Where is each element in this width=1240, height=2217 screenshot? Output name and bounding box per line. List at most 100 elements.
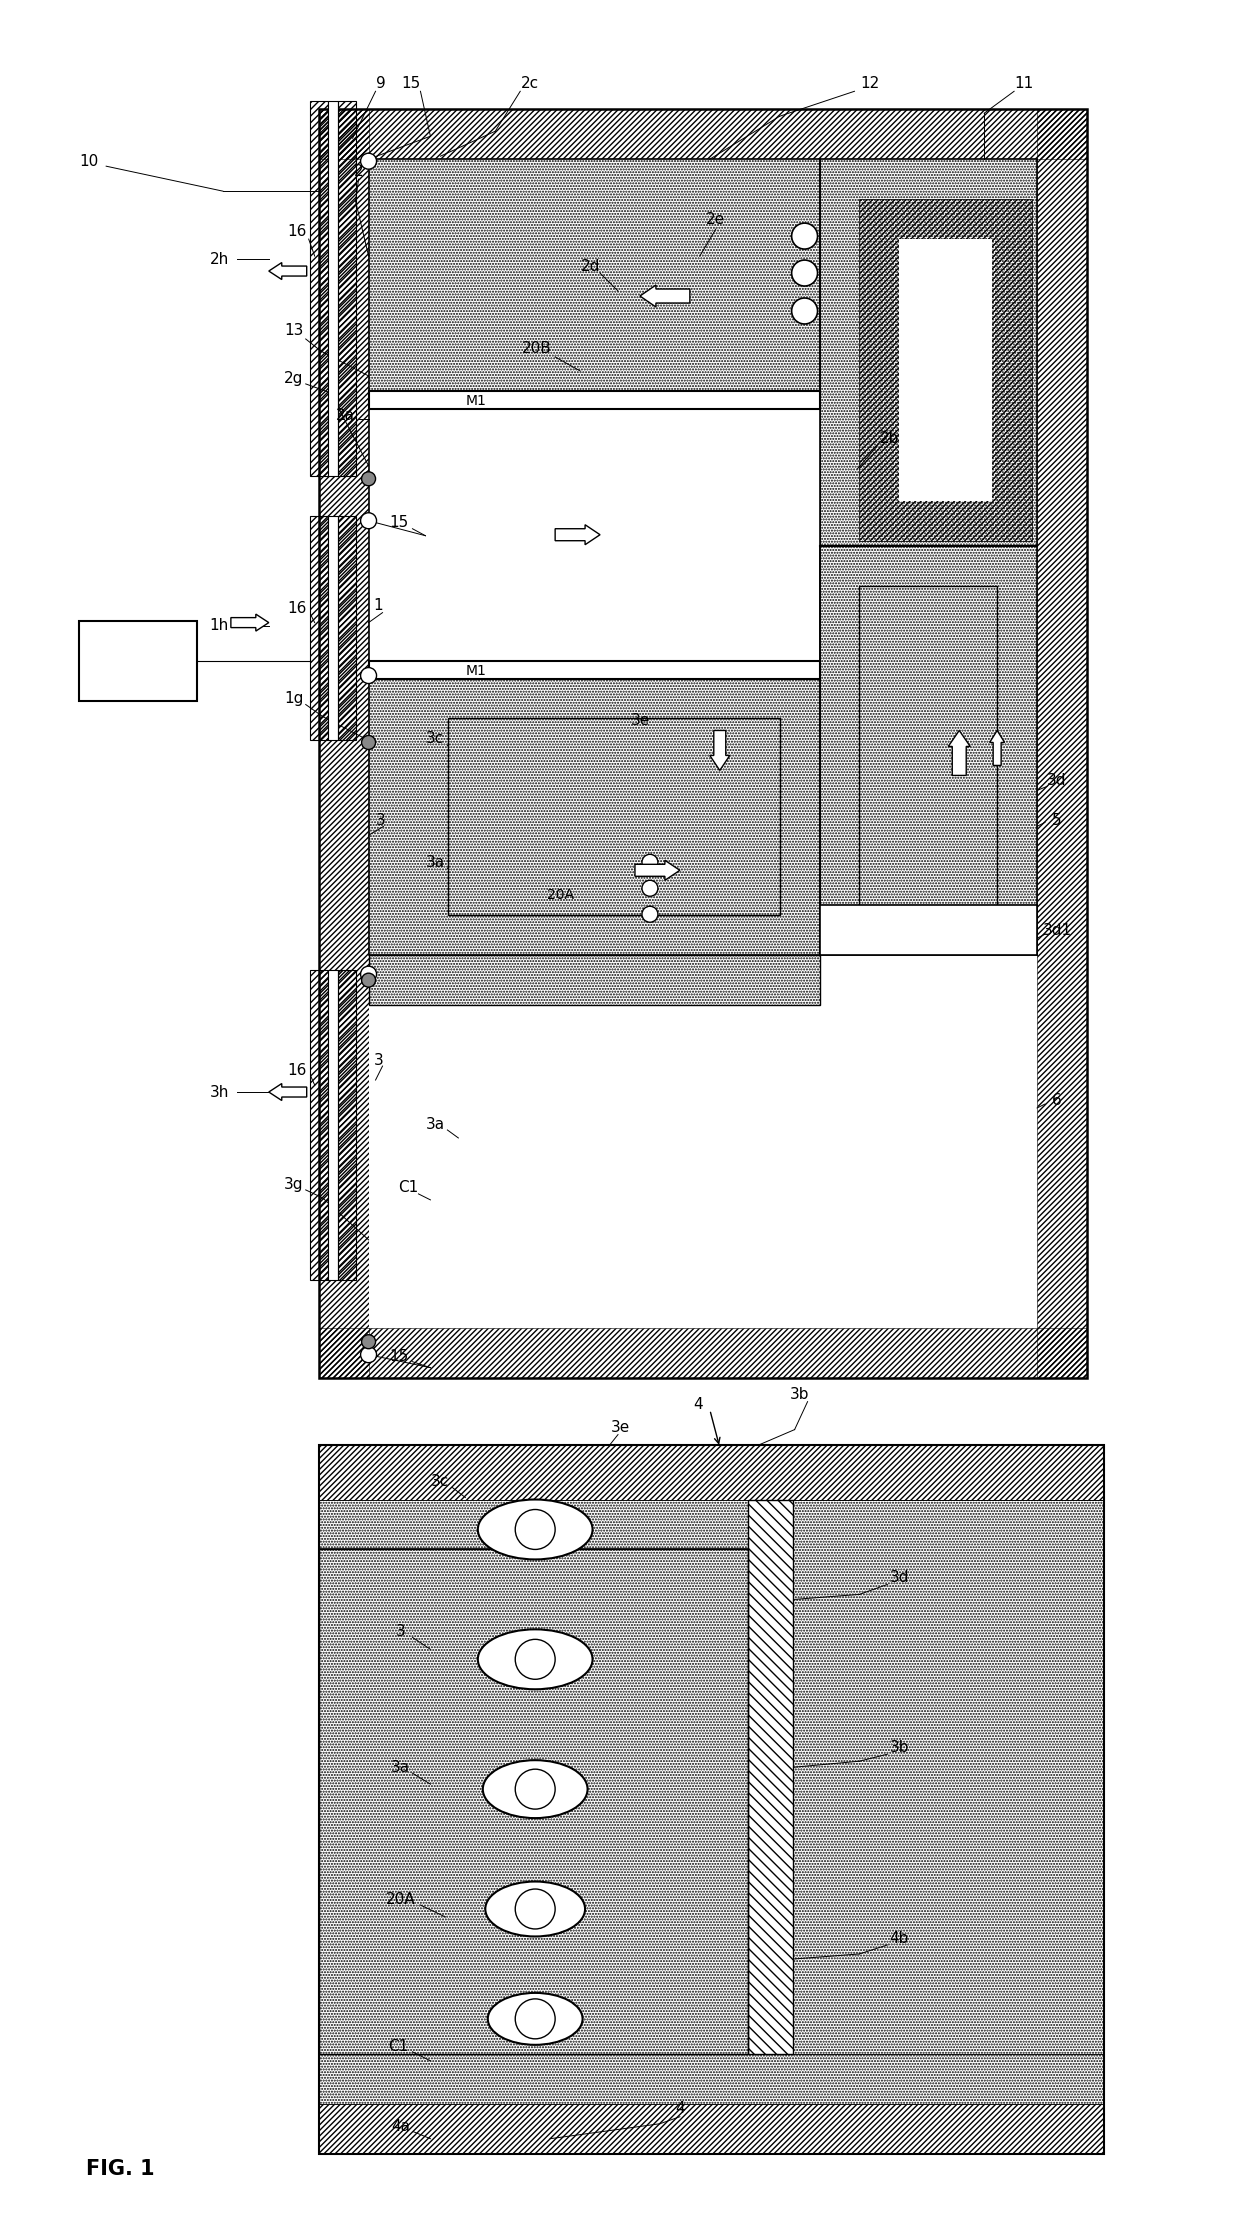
Circle shape (362, 736, 376, 749)
Bar (319, 1499, 748, 1550)
Circle shape (642, 907, 658, 922)
Text: 4b: 4b (889, 1931, 909, 1947)
Text: 20A: 20A (386, 1891, 415, 1907)
Circle shape (362, 472, 376, 486)
Bar (368, 160, 820, 390)
Circle shape (791, 259, 817, 286)
Bar (368, 661, 820, 678)
Bar (319, 2053, 1104, 2104)
Bar (319, 2104, 1104, 2153)
FancyArrow shape (990, 729, 1004, 765)
Text: 13: 13 (284, 324, 304, 339)
Bar (319, 109, 368, 1377)
Text: 2h: 2h (210, 251, 229, 266)
Circle shape (642, 854, 658, 871)
Text: FIG. 1: FIG. 1 (87, 2159, 155, 2179)
Bar (449, 718, 780, 916)
FancyArrow shape (640, 286, 689, 306)
Text: 3b: 3b (790, 1388, 810, 1401)
Bar (368, 678, 820, 956)
Circle shape (791, 224, 817, 248)
FancyArrow shape (231, 614, 269, 632)
Text: 3b: 3b (889, 1740, 909, 1754)
Text: 20B: 20B (522, 341, 552, 357)
Bar (319, 1445, 1104, 1499)
Text: 12: 12 (859, 75, 879, 91)
Text: 15: 15 (389, 514, 408, 530)
FancyArrow shape (556, 525, 600, 545)
Ellipse shape (485, 1882, 585, 1935)
Bar (319, 109, 1087, 160)
Bar (820, 545, 1037, 956)
Bar (368, 678, 820, 956)
Bar (899, 239, 992, 501)
Bar (327, 517, 337, 740)
Bar (310, 971, 327, 1279)
Text: 20A: 20A (547, 889, 574, 902)
Bar (368, 408, 820, 661)
Circle shape (361, 667, 377, 683)
Text: M1: M1 (466, 395, 487, 408)
Text: 3d: 3d (889, 1570, 909, 1585)
Bar (327, 971, 337, 1279)
Bar (337, 102, 356, 477)
FancyArrow shape (635, 860, 680, 880)
Bar (337, 517, 356, 740)
Circle shape (361, 967, 377, 982)
Bar (368, 160, 1037, 1328)
Text: 2c: 2c (521, 75, 539, 91)
FancyArrow shape (269, 262, 306, 279)
Text: 3e: 3e (630, 714, 650, 727)
Bar (337, 971, 356, 1279)
Bar (859, 585, 997, 916)
Bar (319, 1550, 748, 2053)
Bar (79, 621, 197, 701)
Text: 3g: 3g (284, 1177, 304, 1193)
Bar (859, 200, 1032, 541)
Text: 16: 16 (286, 1062, 306, 1077)
Text: 11: 11 (1014, 75, 1034, 91)
Text: 4: 4 (693, 1397, 703, 1412)
Ellipse shape (477, 1629, 593, 1689)
Bar (319, 1445, 1104, 2153)
Text: 2a: 2a (336, 408, 355, 423)
Text: 6: 6 (1053, 1093, 1061, 1108)
Text: 16: 16 (286, 224, 306, 239)
Circle shape (516, 2000, 556, 2040)
Text: 3: 3 (396, 1623, 405, 1638)
Text: 3: 3 (373, 1053, 383, 1069)
Text: 3d: 3d (1048, 774, 1066, 787)
Text: 3e: 3e (610, 1421, 630, 1434)
Circle shape (791, 297, 817, 324)
Circle shape (362, 973, 376, 987)
Circle shape (361, 153, 377, 168)
Circle shape (516, 1769, 556, 1809)
Text: 2b: 2b (879, 432, 899, 446)
Bar (748, 1499, 792, 2053)
Bar (449, 718, 780, 916)
Text: 9: 9 (376, 75, 386, 91)
Text: C1: C1 (398, 1179, 419, 1195)
Circle shape (516, 1638, 556, 1678)
Text: 4: 4 (675, 2102, 684, 2117)
Bar (319, 1328, 1087, 1377)
Bar (820, 905, 1037, 956)
Text: 15: 15 (401, 75, 420, 91)
Text: 2d: 2d (580, 259, 600, 273)
FancyArrow shape (269, 1084, 306, 1100)
Bar (859, 585, 997, 916)
FancyArrow shape (949, 729, 970, 776)
Text: 3: 3 (376, 814, 386, 827)
Ellipse shape (487, 1993, 583, 2044)
Bar (820, 160, 1037, 545)
Text: 15: 15 (389, 1350, 408, 1363)
Circle shape (361, 1346, 377, 1363)
Circle shape (516, 1510, 556, 1550)
Bar (327, 102, 337, 477)
FancyArrow shape (709, 729, 730, 772)
Text: 2g: 2g (284, 372, 304, 386)
Ellipse shape (482, 1760, 588, 1818)
Bar (1037, 109, 1087, 1377)
Text: 3d1: 3d1 (1043, 922, 1071, 938)
Circle shape (362, 1335, 376, 1348)
